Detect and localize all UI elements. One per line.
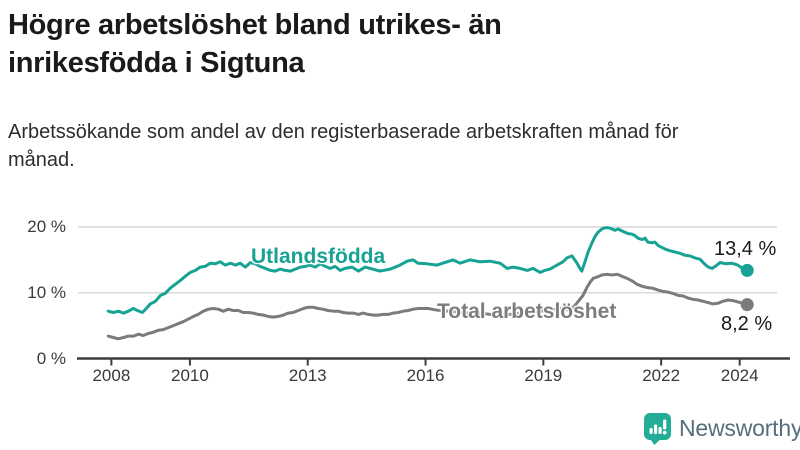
newsworthy-speech-bubble-bars-icon (644, 413, 671, 445)
y-tick-label: 0 % (36, 348, 66, 368)
x-tick-label: 2008 (92, 366, 131, 385)
x-tick-label: 2013 (288, 366, 327, 385)
end-value-label-utlandsfodda: 13,4 % (714, 238, 777, 260)
x-tick-label: 2024 (720, 366, 759, 385)
newsworthy-logo-text: Newsworthy (679, 415, 800, 441)
x-tick-label: 2010 (170, 366, 209, 385)
total-arbetsloshet-line (106, 272, 749, 341)
series-label-utlandsfodda: Utlandsfödda (251, 245, 386, 268)
x-tick-label: 2016 (406, 366, 445, 385)
x-tick-label: 2019 (524, 366, 563, 385)
x-tick-label: 2022 (642, 366, 681, 385)
newsworthy-logo[interactable]: Newsworthy (643, 412, 800, 445)
total-arbetsloshet-end-dot (740, 298, 754, 312)
utlandsfodda-line (106, 226, 749, 315)
utlandsfodda-end-dot (740, 263, 754, 277)
y-tick-label: 20 % (27, 217, 66, 236)
chart-subtitle: Arbetssökande som andel av den registerb… (8, 121, 679, 172)
end-value-label-total: 8,2 % (721, 313, 773, 335)
y-tick-label: 10 % (27, 282, 66, 302)
series-label-total-arbetsloshet: Total arbetslöshet (437, 300, 617, 323)
chart-title: Högre arbetslöshet bland utrikes- än inr… (8, 9, 502, 80)
